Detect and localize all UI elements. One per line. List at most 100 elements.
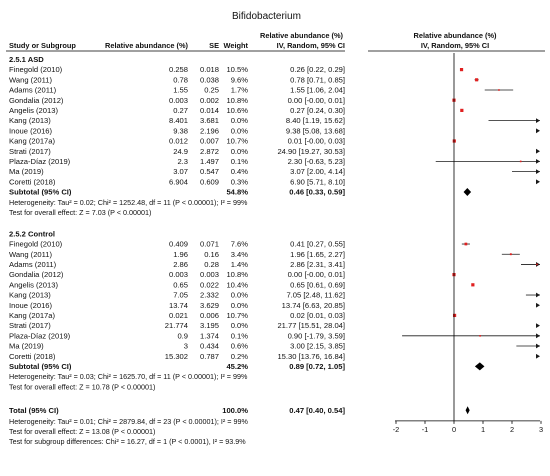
footer-line: Test for subgroup differences: Chi² = 16… bbox=[9, 437, 246, 446]
ci-arrow-right bbox=[536, 353, 540, 359]
x-tick-label: 3 bbox=[539, 425, 543, 434]
weight: 0.6% bbox=[231, 342, 249, 351]
relative-abundance: 7.05 bbox=[173, 291, 188, 300]
relative-abundance: 0.409 bbox=[169, 240, 188, 249]
standard-error: 0.014 bbox=[200, 106, 219, 115]
effect-ci: 0.90 [-1.79, 3.59] bbox=[288, 331, 345, 340]
standard-error: 2.872 bbox=[200, 147, 219, 156]
weight: 0.0% bbox=[231, 291, 249, 300]
effect-ci: 8.40 [1.19, 15.62] bbox=[286, 116, 345, 125]
header-plot-top: Relative abundance (%) bbox=[414, 31, 497, 40]
study-name: Kang (2013) bbox=[9, 291, 51, 300]
effect-ci: 3.07 [2.00, 4.14] bbox=[290, 167, 345, 176]
weight: 0.4% bbox=[231, 167, 249, 176]
effect-ci: 13.74 [6.63, 20.85] bbox=[282, 301, 345, 310]
standard-error: 0.007 bbox=[200, 137, 219, 146]
standard-error: 0.787 bbox=[200, 352, 219, 361]
header-effect-top: Relative abundance (%) bbox=[260, 31, 343, 40]
effect-ci: 0.00 [-0.00, 0.01] bbox=[288, 96, 345, 105]
relative-abundance: 1.55 bbox=[173, 86, 188, 95]
effect-ci: 24.90 [19.27, 30.53] bbox=[277, 147, 345, 156]
relative-abundance: 0.021 bbox=[169, 311, 188, 320]
x-tick-label: -1 bbox=[422, 425, 429, 434]
relative-abundance: 0.003 bbox=[169, 270, 188, 279]
study-name: Kang (2017a) bbox=[9, 311, 55, 320]
subtotal-label: Subtotal (95% CI) bbox=[9, 362, 72, 371]
relative-abundance: 0.258 bbox=[169, 65, 188, 74]
effect-ci: 21.77 [15.51, 28.04] bbox=[277, 321, 345, 330]
ci-arrow-right bbox=[536, 159, 540, 164]
study-name: Finegold (2010) bbox=[9, 65, 63, 74]
overall-effect-text: Test for overall effect: Z = 10.78 (P < … bbox=[9, 382, 155, 391]
standard-error: 0.28 bbox=[204, 260, 219, 269]
effect-ci: 1.55 [1.06, 2.04] bbox=[290, 86, 345, 95]
point-estimate bbox=[459, 68, 464, 72]
relative-abundance: 0.9 bbox=[177, 331, 188, 340]
effect-ci: 0.00 [-0.00, 0.01] bbox=[288, 270, 345, 279]
x-tick-label: 1 bbox=[481, 425, 485, 434]
relative-abundance: 3.07 bbox=[173, 167, 188, 176]
effect-ci: 3.00 [2.15, 3.85] bbox=[290, 342, 345, 351]
relative-abundance: 2.86 bbox=[173, 260, 188, 269]
weight: 10.4% bbox=[226, 280, 248, 289]
standard-error: 0.018 bbox=[200, 65, 219, 74]
weight: 9.6% bbox=[231, 75, 249, 84]
total-label: Total (95% CI) bbox=[9, 406, 59, 415]
relative-abundance: 0.65 bbox=[173, 280, 188, 289]
point-estimate bbox=[479, 335, 481, 337]
study-name: Ma (2019) bbox=[9, 342, 44, 351]
x-tick-label: 0 bbox=[452, 425, 456, 434]
standard-error: 0.006 bbox=[200, 311, 219, 320]
standard-error: 0.038 bbox=[200, 75, 219, 84]
ci-arrow-right bbox=[536, 323, 540, 329]
header-weight: Weight bbox=[224, 41, 249, 50]
standard-error: 0.022 bbox=[200, 280, 219, 289]
weight: 0.0% bbox=[231, 301, 249, 310]
relative-abundance: 0.78 bbox=[173, 75, 188, 84]
subtotal-ci: 0.46 [0.33, 0.59] bbox=[289, 188, 345, 197]
standard-error: 0.16 bbox=[204, 250, 219, 259]
weight: 0.0% bbox=[231, 321, 249, 330]
ci-arrow-right bbox=[536, 169, 540, 174]
point-estimate bbox=[460, 108, 464, 112]
relative-abundance: 0.27 bbox=[173, 106, 188, 115]
study-name: Coretti (2018) bbox=[9, 352, 56, 361]
study-name: Gondalia (2012) bbox=[9, 270, 64, 279]
weight: 1.7% bbox=[231, 86, 249, 95]
standard-error: 1.497 bbox=[200, 157, 219, 166]
header-study: Study or Subgroup bbox=[9, 41, 76, 50]
point-estimate bbox=[464, 242, 468, 246]
ci-arrow-right bbox=[536, 179, 540, 185]
effect-ci: 0.27 [0.24, 0.30] bbox=[290, 106, 345, 115]
effect-ci: 9.38 [5.08, 13.68] bbox=[286, 126, 345, 135]
effect-ci: 6.90 [5.71, 8.10] bbox=[290, 177, 345, 186]
total-weight: 100.0% bbox=[222, 406, 248, 415]
effect-ci: 0.01 [-0.00, 0.03] bbox=[288, 137, 345, 146]
subtotal-weight: 54.8% bbox=[226, 188, 248, 197]
study-name: Strati (2017) bbox=[9, 147, 51, 156]
ci-arrow-right bbox=[536, 118, 540, 123]
study-name: Plaza-Díaz (2019) bbox=[9, 157, 71, 166]
standard-error: 0.003 bbox=[200, 270, 219, 279]
effect-ci: 0.78 [0.71, 0.85] bbox=[290, 75, 345, 84]
footer-line: Test for overall effect: Z = 13.08 (P < … bbox=[9, 427, 155, 436]
subtotal-label: Subtotal (95% CI) bbox=[9, 188, 72, 197]
weight: 10.8% bbox=[226, 96, 248, 105]
relative-abundance: 2.3 bbox=[177, 157, 188, 166]
study-name: Adams (2011) bbox=[9, 260, 57, 269]
weight: 0.0% bbox=[231, 116, 249, 125]
ci-arrow-right bbox=[536, 333, 540, 339]
relative-abundance: 21.774 bbox=[165, 321, 188, 330]
relative-abundance: 9.38 bbox=[173, 126, 188, 135]
ci-arrow-right bbox=[536, 292, 540, 298]
study-name: Strati (2017) bbox=[9, 321, 51, 330]
study-name: Coretti (2018) bbox=[9, 177, 56, 186]
study-name: Finegold (2010) bbox=[9, 240, 63, 249]
subtotal-ci: 0.89 [0.72, 1.05] bbox=[289, 362, 345, 371]
total-ci: 0.47 [0.40, 0.54] bbox=[289, 406, 345, 415]
ci-arrow-right bbox=[536, 128, 540, 134]
header-effect-sub: IV, Random, 95% CI bbox=[277, 41, 345, 50]
study-name: Plaza-Díaz (2019) bbox=[9, 331, 71, 340]
weight: 0.3% bbox=[231, 177, 249, 186]
